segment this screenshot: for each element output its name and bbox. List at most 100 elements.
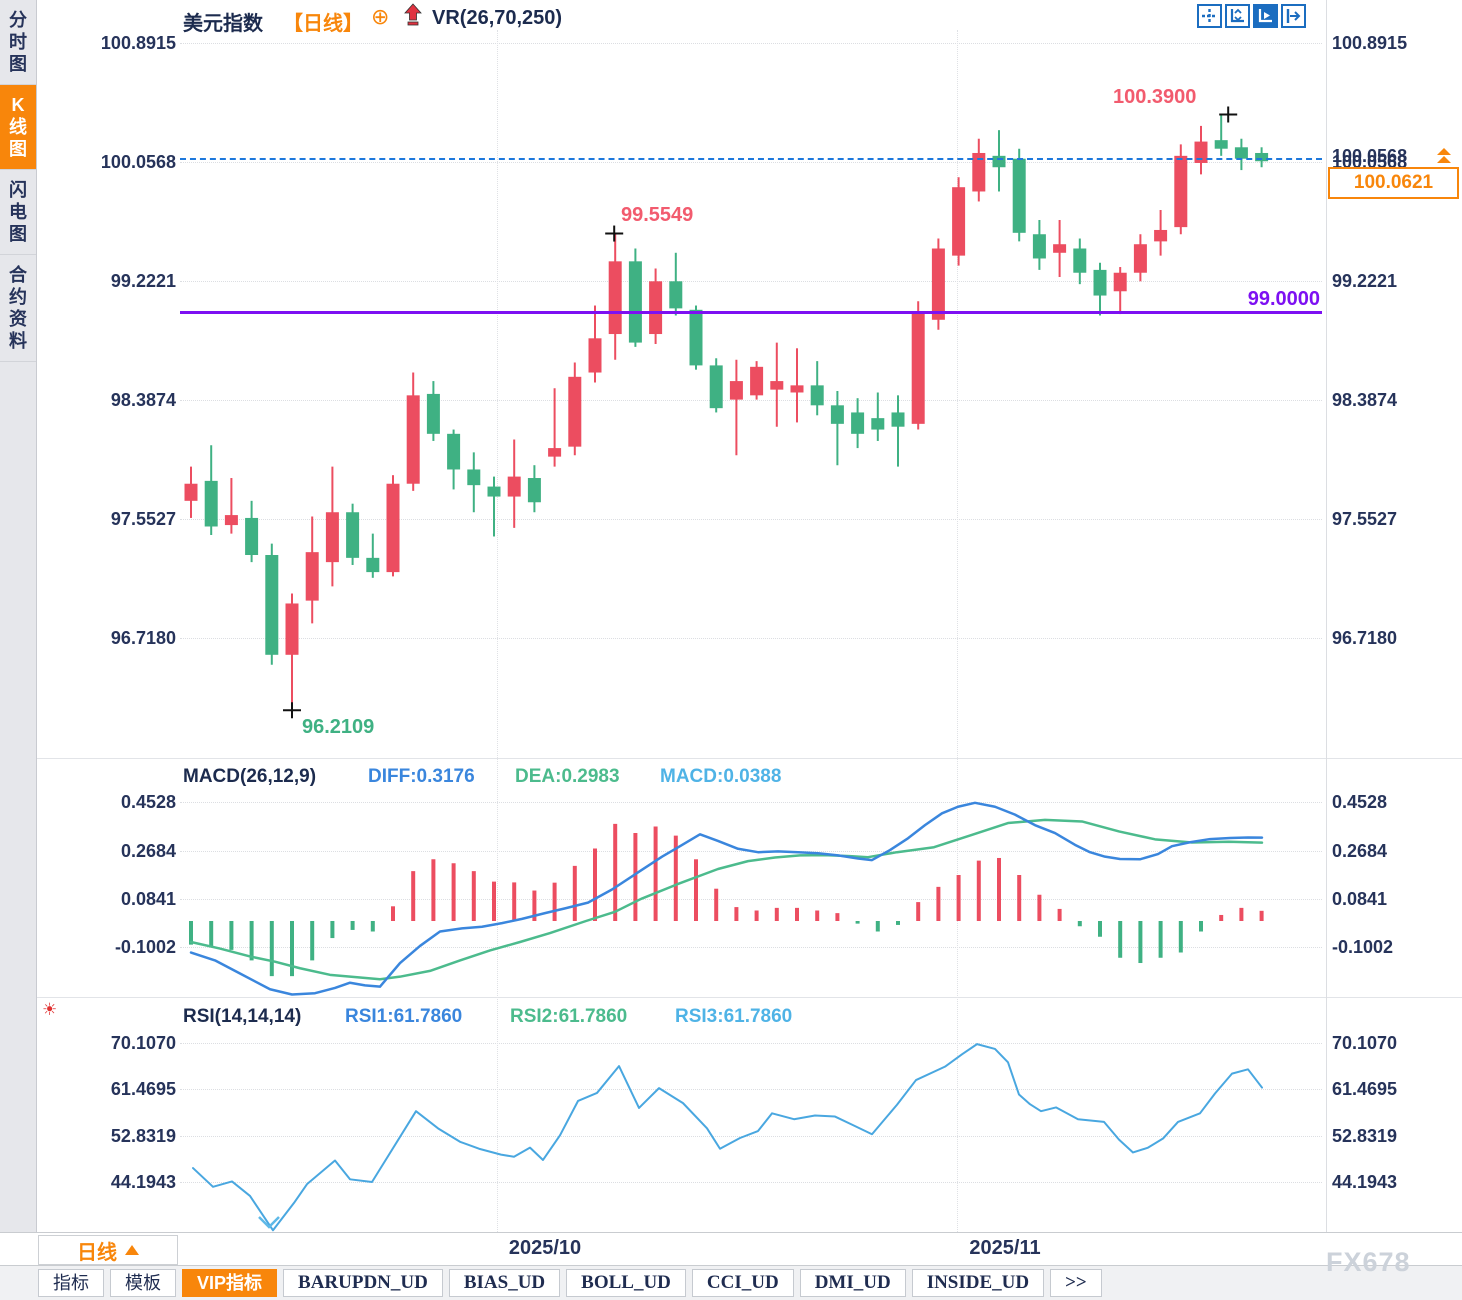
candle-body [1012,158,1026,233]
bottom-tab-3[interactable]: VIP指标 [182,1269,278,1297]
candle-body [1234,147,1248,159]
candle-body [487,486,501,497]
rsi3-value: RSI3:61.7860 [675,1006,793,1027]
candle-body [608,261,622,335]
macd-hist-value: MACD:0.0388 [660,766,782,787]
candle-body [588,338,602,373]
candle-body [527,478,541,503]
axis-label: 0.2684 [1332,840,1388,861]
candle-body [1093,269,1107,296]
axis-label: 99.2221 [1332,270,1398,291]
axis-label: 0.4528 [120,792,176,813]
macd-dea-value: DEA:0.2983 [515,766,620,787]
bottom-tab-4[interactable]: BARUPDN_UD [283,1269,443,1297]
candle-body [1214,140,1228,149]
sidebar-tab-4[interactable]: 合约资料 [0,255,36,362]
h-gridline [180,637,1322,639]
bottom-tab-10[interactable]: >> [1050,1269,1102,1297]
indicator-line [192,1043,1263,1232]
h-gridline [180,43,1322,44]
price-up-triangle-icon [1437,156,1451,163]
axis-scale-icon[interactable] [1225,4,1250,28]
bottom-tab-6[interactable]: BOLL_UD [566,1269,686,1297]
sidebar-tab-char: K [11,95,25,115]
support-line-99[interactable] [180,311,1322,314]
candle-body [992,155,1006,168]
candle-body [952,187,966,256]
candle-body [224,515,238,526]
candle-body [911,312,925,424]
collapse-panel-icon[interactable] [258,1216,280,1229]
candle-body [729,381,743,400]
axis-label: 96.7180 [1332,627,1398,648]
candle-body [830,405,844,424]
bottom-tab-1[interactable]: 指标 [38,1269,104,1297]
period-selector[interactable]: 日线 [38,1235,178,1265]
period-label: 日线 [77,1241,117,1264]
bottom-tab-8[interactable]: DMI_UD [799,1269,906,1297]
period-up-triangle-icon [125,1245,139,1255]
h-gridline [180,898,1322,900]
candle-body [568,376,582,447]
up-arrow-icon[interactable] [403,3,423,33]
h-gridline [180,280,1322,282]
axis-label: 0.2684 [120,840,176,861]
right-axis-current-level: 100.0568 [1332,146,1408,166]
candle-body [1073,248,1087,273]
candle-body [931,248,945,320]
axis-label: 61.4695 [1332,1079,1398,1100]
sidebar-tab-3[interactable]: 闪电图 [0,170,36,255]
candle-body [548,448,562,457]
red-arrow-glyph [404,3,422,26]
axis-label: 97.5527 [110,508,176,529]
h-gridline [180,399,1322,401]
candle-body [1032,234,1046,259]
sidebar-tab-char: 图 [9,54,27,74]
watermark: FX678 [1326,1247,1411,1277]
pan-right-icon[interactable] [1281,4,1306,28]
axis-label: 0.0841 [1332,888,1388,909]
low-label: 96.2109 [302,716,375,738]
symbol-title: 美元指数 [183,13,263,35]
sidebar-tab-char: 时 [9,32,27,52]
play-axis-icon[interactable] [1253,4,1278,28]
sidebar-tab-char: 合 [9,265,27,285]
sidebar-tab-char: 闪 [9,180,27,200]
bottom-tab-2[interactable]: 模板 [110,1269,176,1297]
last-price-dashed-line [180,158,1322,160]
chart-toolbar [1197,4,1306,28]
panel-separator [0,997,1462,998]
sidebar-tab-char: 约 [9,287,27,307]
h-gridline [180,1182,1322,1184]
panel-separator [0,758,1462,759]
target-icon[interactable]: ⊕ [371,4,390,29]
candle-body [325,512,339,563]
crosshair-move-icon[interactable] [1197,4,1222,28]
indicator-line [189,818,1264,981]
indicator-settings-icon[interactable]: ☀ [42,1000,58,1019]
sidebar-tab-char: 分 [9,10,27,30]
candle-body [406,395,420,484]
candle-body [972,152,986,192]
candle-body [1174,155,1188,228]
hline-label: 99.0000 [1247,288,1320,310]
candle-body [467,469,481,486]
macd-title: MACD(26,12,9) [183,766,317,787]
candle-body [891,412,905,427]
axis-label: 100.8915 [1332,33,1408,53]
candle-body [1154,229,1168,242]
axis-label: -0.1002 [114,937,176,958]
candle-body [1255,152,1269,162]
bottom-tab-7[interactable]: CCI_UD [691,1269,794,1297]
axis-label: 100.0568 [1332,151,1408,172]
sidebar-tab-1[interactable]: 分时图 [0,0,36,85]
h-gridline [180,1089,1322,1091]
candle-body [689,309,703,366]
bottom-tab-5[interactable]: BIAS_UD [448,1269,561,1297]
bottom-tab-9[interactable]: INSIDE_UD [911,1269,1045,1297]
candle-body [366,557,380,573]
candle-body [790,385,804,393]
